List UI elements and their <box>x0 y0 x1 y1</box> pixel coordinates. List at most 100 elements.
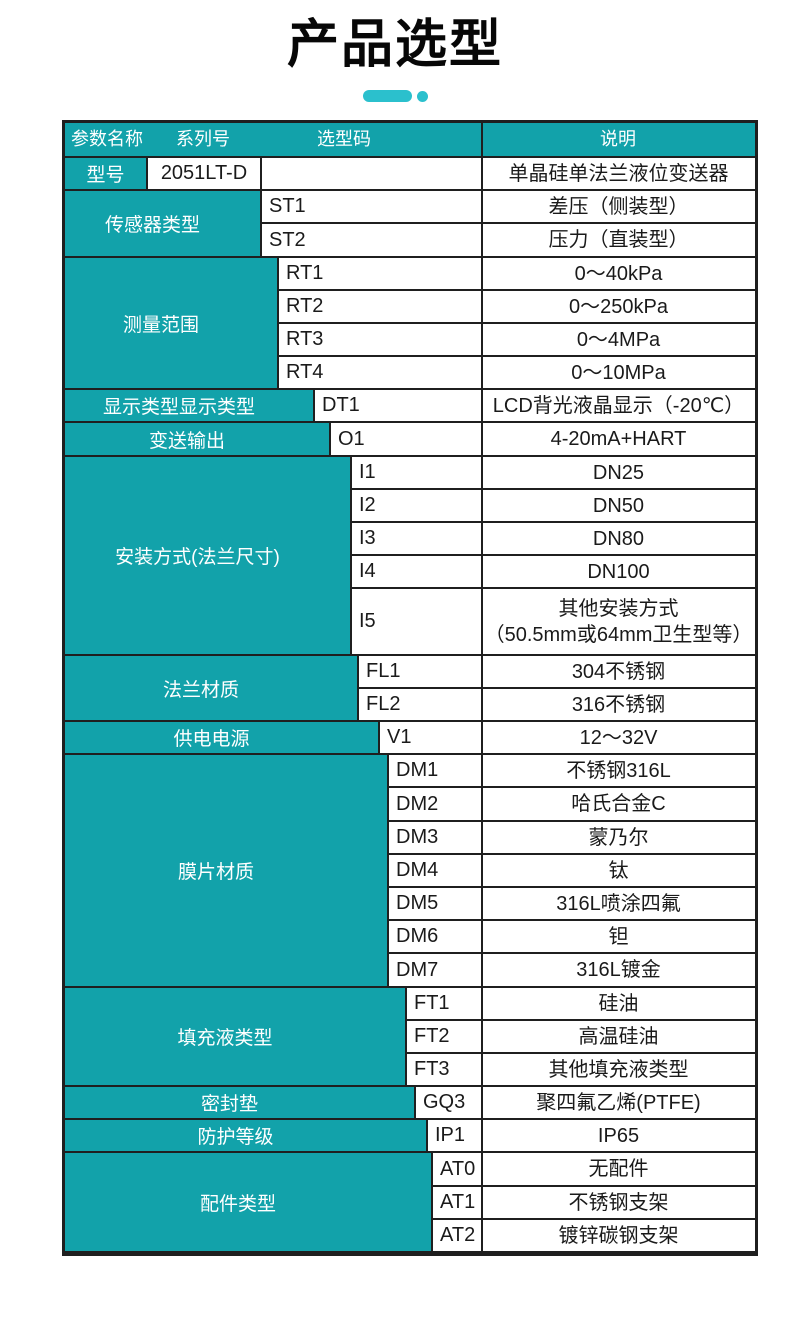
desc-cell: 不锈钢支架 <box>482 1187 755 1220</box>
desc-cell: 钛 <box>482 855 755 888</box>
code-cell: FT1 <box>405 988 482 1021</box>
desc-cell: 12～32V <box>482 722 755 755</box>
group-param-cell: 测量范围 <box>65 258 277 390</box>
group-param-label: 传感器类型 <box>104 215 200 236</box>
desc-cell: 蒙乃尔 <box>482 822 755 855</box>
desc-cell: DN25 <box>482 457 755 490</box>
group-param-cell: 变送输出 <box>65 423 329 457</box>
desc-cell: IP65 <box>482 1120 755 1153</box>
desc-cell: DN80 <box>482 523 755 556</box>
group-param-label: 膜片材质 <box>177 862 254 883</box>
code-cell: RT4 <box>277 357 482 390</box>
code-cell: RT1 <box>277 258 482 291</box>
desc-cell: 316L镀金 <box>482 954 755 988</box>
desc-line: 其他安装方式 <box>558 597 679 620</box>
code-cell: DM6 <box>387 921 482 954</box>
product-selection-table: 参数名称 系列号 选型码 说明 型号 2051LT-D 单晶硅单法兰液位变送器 传感器… <box>62 120 758 1256</box>
group-param-label: 防护等级 <box>197 1127 274 1148</box>
code-cell: I1 <box>350 457 482 490</box>
group-param-cell: 防护等级 <box>65 1120 426 1153</box>
group-param-cell: 显示类型显示类型 <box>65 390 313 423</box>
desc-cell: 316L喷涂四氟 <box>482 888 755 921</box>
description-column-divider <box>481 123 483 1253</box>
code-cell: DM4 <box>387 855 482 888</box>
code-cell: I4 <box>350 556 482 589</box>
code-cell: GQ3 <box>414 1087 482 1120</box>
desc-cell: 0～40kPa <box>482 258 755 291</box>
desc-cell: DN50 <box>482 490 755 523</box>
desc-cell: 0～10MPa <box>482 357 755 390</box>
group-param-cell: 配件类型 <box>65 1153 431 1253</box>
code-cell: O1 <box>329 423 482 457</box>
code-cell: AT1 <box>431 1187 482 1220</box>
group-param-cell: 膜片材质 <box>65 755 387 988</box>
group-param-cell: 传感器类型 <box>65 191 260 258</box>
model-empty-code-cell <box>260 158 482 191</box>
desc-cell: 差压（侧装型） <box>482 191 755 224</box>
group-param-cell: 供电电源 <box>65 722 378 755</box>
group-param-label: 配件类型 <box>199 1193 276 1215</box>
code-cell: DM3 <box>387 822 482 855</box>
group-param-cell: 法兰材质 <box>65 656 357 722</box>
desc-line: （50.5mm或64mm卫生型等） <box>484 623 753 646</box>
model-param-label: 型号 <box>86 165 125 186</box>
desc-cell: 高温硅油 <box>482 1021 755 1054</box>
desc-cell: 304不锈钢 <box>482 656 755 689</box>
header-code-label: 选型码 <box>317 129 371 149</box>
code-cell: FL1 <box>357 656 482 689</box>
code-cell: DM5 <box>387 888 482 921</box>
desc-cell: 聚四氟乙烯(PTFE) <box>482 1087 755 1120</box>
group-param-label: 测量范围 <box>122 314 199 336</box>
desc-cell: 无配件 <box>482 1153 755 1187</box>
header-series-label: 系列号 <box>176 129 230 149</box>
desc-cell: DN100 <box>482 556 755 589</box>
group-param-label: 安装方式(法兰尺寸) <box>115 547 280 568</box>
code-cell: ST1 <box>260 191 482 224</box>
desc-cell: 钽 <box>482 921 755 954</box>
code-cell: RT3 <box>277 324 482 357</box>
code-cell: FT2 <box>405 1021 482 1054</box>
desc-cell: 不锈钢316L <box>482 755 755 788</box>
code-cell: I5 <box>350 589 482 656</box>
desc-cell: 4-20mA+HART <box>482 423 755 457</box>
desc-cell: 其他安装方式 （50.5mm或64mm卫生型等） <box>482 589 755 656</box>
code-cell: IP1 <box>426 1120 482 1153</box>
code-cell: FT3 <box>405 1054 482 1087</box>
code-cell: DT1 <box>313 390 482 423</box>
code-cell: DM7 <box>387 954 482 988</box>
group-param-label: 密封垫 <box>200 1094 258 1115</box>
desc-cell: 硅油 <box>482 988 755 1021</box>
model-series-cell: 2051LT-D <box>146 158 260 191</box>
code-cell: AT0 <box>431 1153 482 1187</box>
group-param-label: 变送输出 <box>148 430 225 452</box>
desc-cell: 哈氏合金C <box>482 788 755 822</box>
desc-cell: 0～4MPa <box>482 324 755 357</box>
page-title: 产品选型 <box>286 16 503 74</box>
title-underline-dash <box>363 90 412 102</box>
group-param-label: 显示类型显示类型 <box>102 397 255 418</box>
table-header-row <box>65 123 755 158</box>
desc-cell: 0～250kPa <box>482 291 755 324</box>
code-cell: DM2 <box>387 788 482 822</box>
group-param-label: 法兰材质 <box>162 679 239 701</box>
desc-cell: LCD背光液晶显示（-20℃） <box>482 390 755 423</box>
group-param-cell: 填充液类型 <box>65 988 405 1087</box>
code-cell: RT2 <box>277 291 482 324</box>
desc-cell: 压力（直装型） <box>482 224 755 258</box>
group-param-label: 供电电源 <box>173 729 250 750</box>
group-param-cell: 安装方式(法兰尺寸) <box>65 457 350 656</box>
code-cell: FL2 <box>357 689 482 722</box>
title-underline-dot <box>417 91 428 102</box>
group-param-cell: 密封垫 <box>65 1087 414 1120</box>
header-desc-label: 说明 <box>600 129 636 149</box>
desc-cell: 其他填充液类型 <box>482 1054 755 1087</box>
code-cell: DM1 <box>387 755 482 788</box>
model-desc-cell: 单晶硅单法兰液位变送器 <box>482 158 755 191</box>
group-param-label: 填充液类型 <box>177 1028 273 1049</box>
code-cell: ST2 <box>260 224 482 258</box>
desc-cell: 316不锈钢 <box>482 689 755 722</box>
code-cell: I3 <box>350 523 482 556</box>
code-cell: AT2 <box>431 1220 482 1253</box>
model-param-cell: 型号 <box>65 158 146 191</box>
